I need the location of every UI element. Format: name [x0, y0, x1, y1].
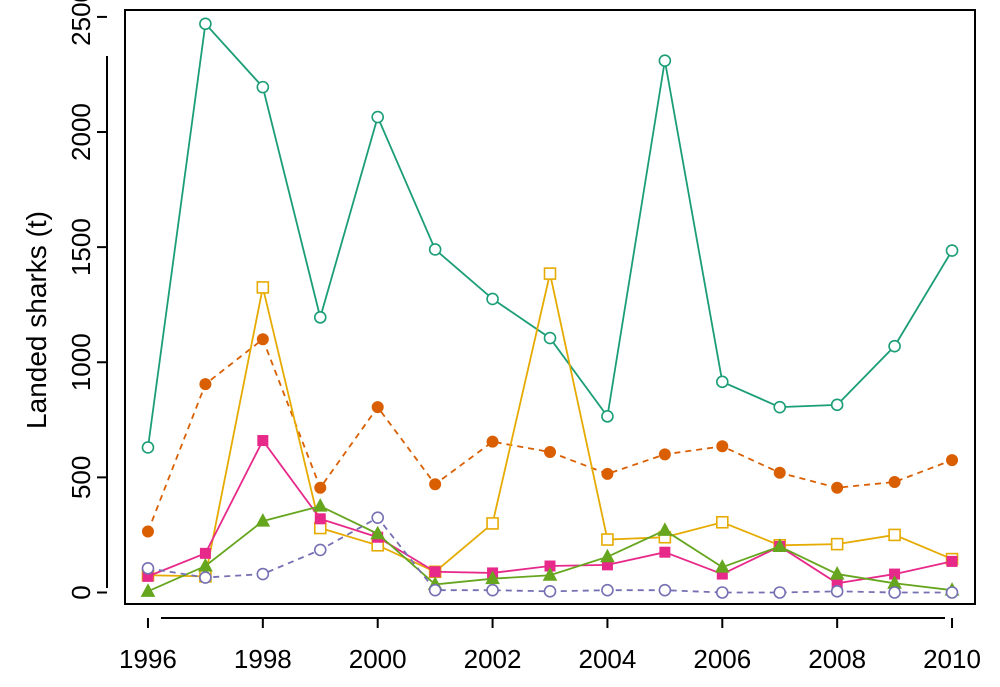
data-point	[429, 478, 442, 491]
data-point	[199, 547, 211, 559]
data-point	[257, 435, 269, 447]
x-tick-label: 2006	[693, 644, 751, 674]
data-point	[544, 446, 556, 459]
data-point	[830, 585, 844, 598]
data-point	[256, 281, 270, 294]
series-line	[147, 516, 953, 594]
data-point	[715, 375, 729, 389]
data-point	[256, 567, 270, 581]
data-point	[486, 517, 499, 530]
data-point	[256, 80, 270, 94]
x-tick-label: 1998	[234, 644, 292, 674]
data-point	[715, 515, 729, 529]
series-line	[147, 273, 953, 578]
x-tick-label: 1996	[119, 644, 177, 674]
data-point	[715, 586, 729, 599]
data-point	[657, 522, 673, 536]
data-point	[658, 583, 672, 597]
data-point	[314, 481, 327, 494]
data-point	[141, 441, 155, 454]
series-layer	[140, 17, 960, 599]
data-point	[888, 586, 901, 599]
data-point	[659, 546, 671, 558]
y-tick-label: 500	[66, 456, 96, 499]
data-point	[888, 475, 901, 488]
y-axis-title: Landed sharks (t)	[21, 211, 52, 429]
y-tick-label: 0	[66, 585, 96, 599]
y-axis-ticks: 0 500 1000 1500 2000 2500	[66, 0, 107, 600]
data-point	[312, 498, 328, 512]
data-point	[716, 440, 729, 453]
data-point	[946, 454, 959, 467]
data-point	[486, 583, 499, 597]
data-point	[371, 401, 384, 414]
series-4	[142, 435, 958, 589]
data-point	[888, 339, 901, 353]
x-axis-ticks: 1996 1998 2000 2002 2004 2006 2008 2010	[119, 618, 981, 674]
data-point	[198, 557, 213, 572]
data-point	[314, 513, 326, 525]
data-point	[486, 292, 499, 306]
data-point	[428, 583, 442, 597]
x-tick-label: 2000	[349, 644, 407, 674]
series-line	[147, 337, 953, 532]
data-point	[543, 331, 557, 345]
data-point	[888, 528, 901, 542]
data-point	[313, 311, 327, 324]
y-tick-label: 1500	[66, 218, 96, 276]
data-point	[600, 548, 615, 563]
data-point	[428, 243, 442, 256]
data-point	[772, 538, 788, 552]
data-point	[773, 466, 786, 479]
data-point	[658, 54, 672, 67]
data-point	[830, 537, 844, 551]
data-point	[140, 583, 156, 597]
data-point	[773, 586, 787, 599]
data-point	[773, 400, 787, 414]
x-tick-label: 2010	[923, 644, 981, 674]
data-point	[199, 378, 212, 391]
data-point	[256, 333, 269, 346]
data-point	[371, 511, 385, 524]
data-point	[141, 525, 154, 538]
data-point	[829, 566, 845, 580]
data-point	[542, 567, 558, 581]
series-1	[141, 17, 959, 454]
data-point	[313, 543, 327, 557]
x-tick-label: 2004	[579, 644, 637, 674]
data-point	[485, 570, 500, 585]
data-point	[601, 583, 614, 597]
series-2	[141, 333, 959, 538]
data-point	[371, 110, 385, 124]
y-tick-label: 2500	[66, 0, 96, 46]
series-6	[141, 511, 959, 599]
y-tick-label: 2000	[66, 103, 96, 161]
data-point	[199, 17, 212, 31]
data-point	[658, 448, 671, 461]
x-tick-label: 2008	[808, 644, 866, 674]
data-point	[486, 435, 499, 448]
data-point	[141, 562, 155, 575]
data-point	[945, 586, 959, 599]
data-point	[946, 555, 958, 567]
data-point	[543, 585, 557, 598]
data-point	[255, 513, 271, 527]
data-point	[831, 481, 844, 494]
data-point	[945, 244, 959, 257]
x-tick-label: 2002	[464, 644, 522, 674]
y-tick-label: 1000	[66, 333, 96, 391]
plot-frame	[124, 9, 976, 605]
data-point	[714, 559, 730, 573]
series-3	[141, 267, 959, 583]
data-point	[429, 566, 441, 578]
data-point	[543, 267, 557, 280]
data-point	[199, 571, 212, 584]
data-point	[601, 533, 614, 546]
data-point	[601, 410, 614, 423]
data-point	[830, 398, 844, 412]
data-point	[601, 467, 614, 480]
data-point	[370, 525, 386, 540]
